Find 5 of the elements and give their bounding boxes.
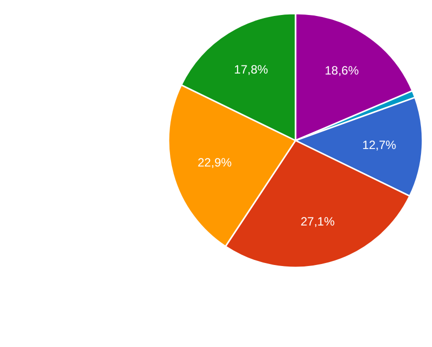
data-label: 18,6%: [324, 64, 360, 78]
data-label: 27,1%: [300, 214, 335, 228]
data-label: 22,9%: [198, 156, 232, 170]
data-label: 12,7%: [362, 138, 397, 152]
data-label: 17,8%: [234, 62, 268, 76]
